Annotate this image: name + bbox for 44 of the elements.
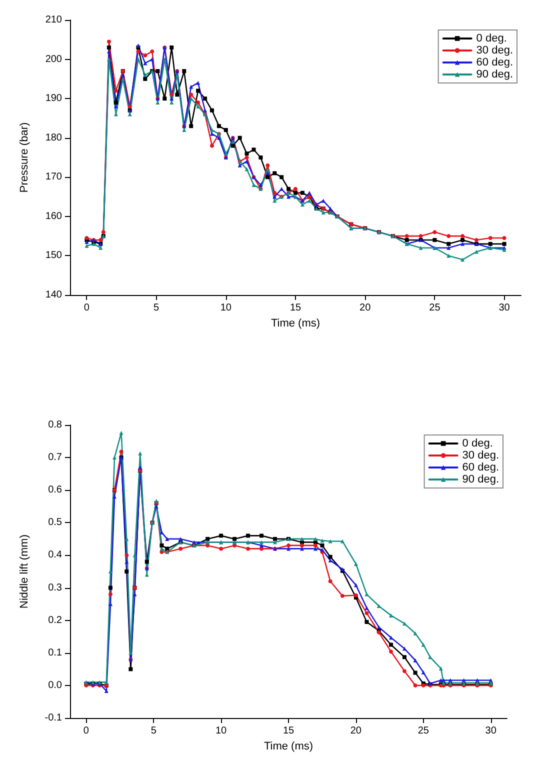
x-tick-label: 0 xyxy=(84,302,90,314)
y-tick-label: 180 xyxy=(45,132,62,144)
x-axis-title: Time (ms) xyxy=(264,740,314,752)
legend-label: 30 deg. xyxy=(462,450,499,462)
x-tick-label: 10 xyxy=(220,302,232,314)
y-tick-label: 150 xyxy=(45,250,62,262)
y-tick-label: 160 xyxy=(45,210,62,222)
y-tick-label: 0.5 xyxy=(48,517,62,528)
x-tick-label: 30 xyxy=(498,302,510,314)
x-tick-label: 5 xyxy=(154,302,160,314)
legend-label: 0 deg. xyxy=(462,438,493,450)
legend-label: 60 deg. xyxy=(476,56,513,68)
x-tick-label: 25 xyxy=(418,726,430,736)
x-tick-label: 30 xyxy=(485,726,497,736)
x-tick-label: 15 xyxy=(290,302,302,314)
legend-label: 0 deg. xyxy=(476,32,507,44)
legend-label: 90 deg. xyxy=(476,68,513,80)
x-tick-label: 5 xyxy=(150,726,157,736)
legend-label: 30 deg. xyxy=(476,44,513,56)
x-tick-label: 20 xyxy=(360,302,372,314)
x-tick-label: 10 xyxy=(216,726,228,736)
y-tick-label: 210 xyxy=(45,14,62,26)
x-axis-title: Time (ms) xyxy=(270,317,320,330)
legend-label: 60 deg. xyxy=(462,462,499,474)
y-tick-label: 200 xyxy=(45,54,62,65)
y-tick-label: 0.4 xyxy=(48,550,62,561)
y-tick-label: 0.7 xyxy=(48,452,62,464)
y-tick-label: 170 xyxy=(45,172,62,183)
x-tick-label: 15 xyxy=(282,726,294,736)
y-axis-title: Niddle lift (mm) xyxy=(18,534,30,608)
y-tick-label: 0.6 xyxy=(48,484,62,496)
y-tick-label: 0.0 xyxy=(48,680,62,691)
x-tick-label: 0 xyxy=(83,726,90,736)
y-tick-label: 0.2 xyxy=(48,614,62,626)
y-tick-label: 0.8 xyxy=(48,420,62,430)
y-tick-label: 140 xyxy=(45,290,62,300)
y-tick-label: 0.1 xyxy=(48,647,62,658)
x-tick-label: 20 xyxy=(350,726,362,736)
y-tick-label: 0.3 xyxy=(48,582,62,594)
x-tick-label: 25 xyxy=(429,302,441,314)
y-tick-label: -0.1 xyxy=(44,712,62,724)
y-axis-title: Pressure (bar) xyxy=(18,122,30,193)
y-tick-label: 190 xyxy=(45,93,62,104)
legend-label: 90 deg. xyxy=(462,474,499,486)
